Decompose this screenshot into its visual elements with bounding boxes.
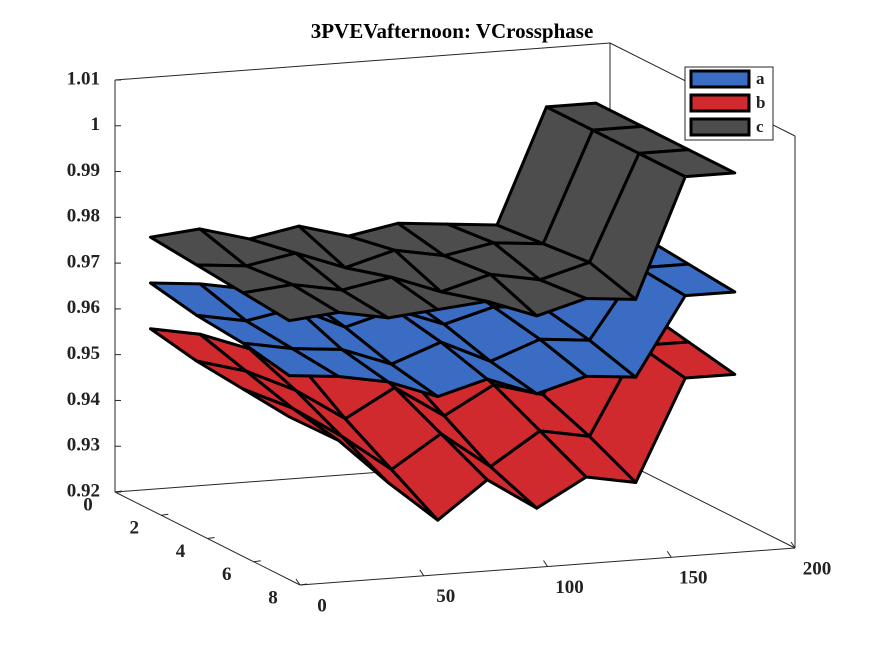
chart-title: 3PVEVafternoon: VCrossphase: [311, 19, 594, 43]
x-tick-label: 50: [436, 586, 455, 607]
axis-box: [114, 42, 611, 81]
y-tick-label: 2: [130, 518, 140, 539]
z-tick-label: 1: [91, 114, 101, 135]
x-tick: [666, 550, 672, 558]
y-tick: [207, 537, 215, 539]
y-tick: [299, 583, 308, 586]
z-tick-label: 0.92: [67, 480, 100, 501]
surface-patch: [637, 148, 737, 179]
x-tick: [543, 560, 548, 567]
z-tick-label: 0.97: [67, 251, 101, 272]
x-tick: [295, 578, 301, 586]
z-tick-label: 0.93: [67, 435, 100, 456]
y-tick: [114, 490, 123, 493]
legend-swatch: [689, 69, 751, 89]
y-tick: [161, 513, 169, 516]
x-tick-label: 150: [679, 568, 708, 589]
legend-label: c: [756, 117, 764, 136]
z-tick-label: 0.99: [67, 160, 100, 181]
y-tick-label: 0: [83, 494, 93, 515]
x-tick-label: 200: [803, 558, 832, 579]
y-tick-label: 8: [268, 587, 278, 608]
legend-label: b: [756, 93, 765, 112]
legend-swatch: [689, 93, 751, 113]
z-tick-label: 0.98: [67, 206, 100, 227]
z-tick-label: 0.95: [67, 343, 100, 364]
legend-label: a: [756, 69, 765, 88]
y-tick: [253, 560, 261, 563]
z-tick-label: 1.01: [67, 68, 100, 89]
surface-patch: [637, 262, 737, 298]
x-tick: [790, 541, 796, 549]
x-tick-label: 100: [555, 577, 584, 598]
surface-patch: [637, 340, 737, 380]
legend-swatch: [689, 117, 751, 137]
y-tick-label: 4: [176, 541, 186, 562]
z-tick-label: 0.94: [67, 389, 101, 410]
x-tick: [419, 569, 425, 577]
x-tick-label: 0: [317, 595, 327, 616]
z-tick-label: 0.96: [67, 297, 100, 318]
y-tick-label: 6: [222, 564, 232, 585]
